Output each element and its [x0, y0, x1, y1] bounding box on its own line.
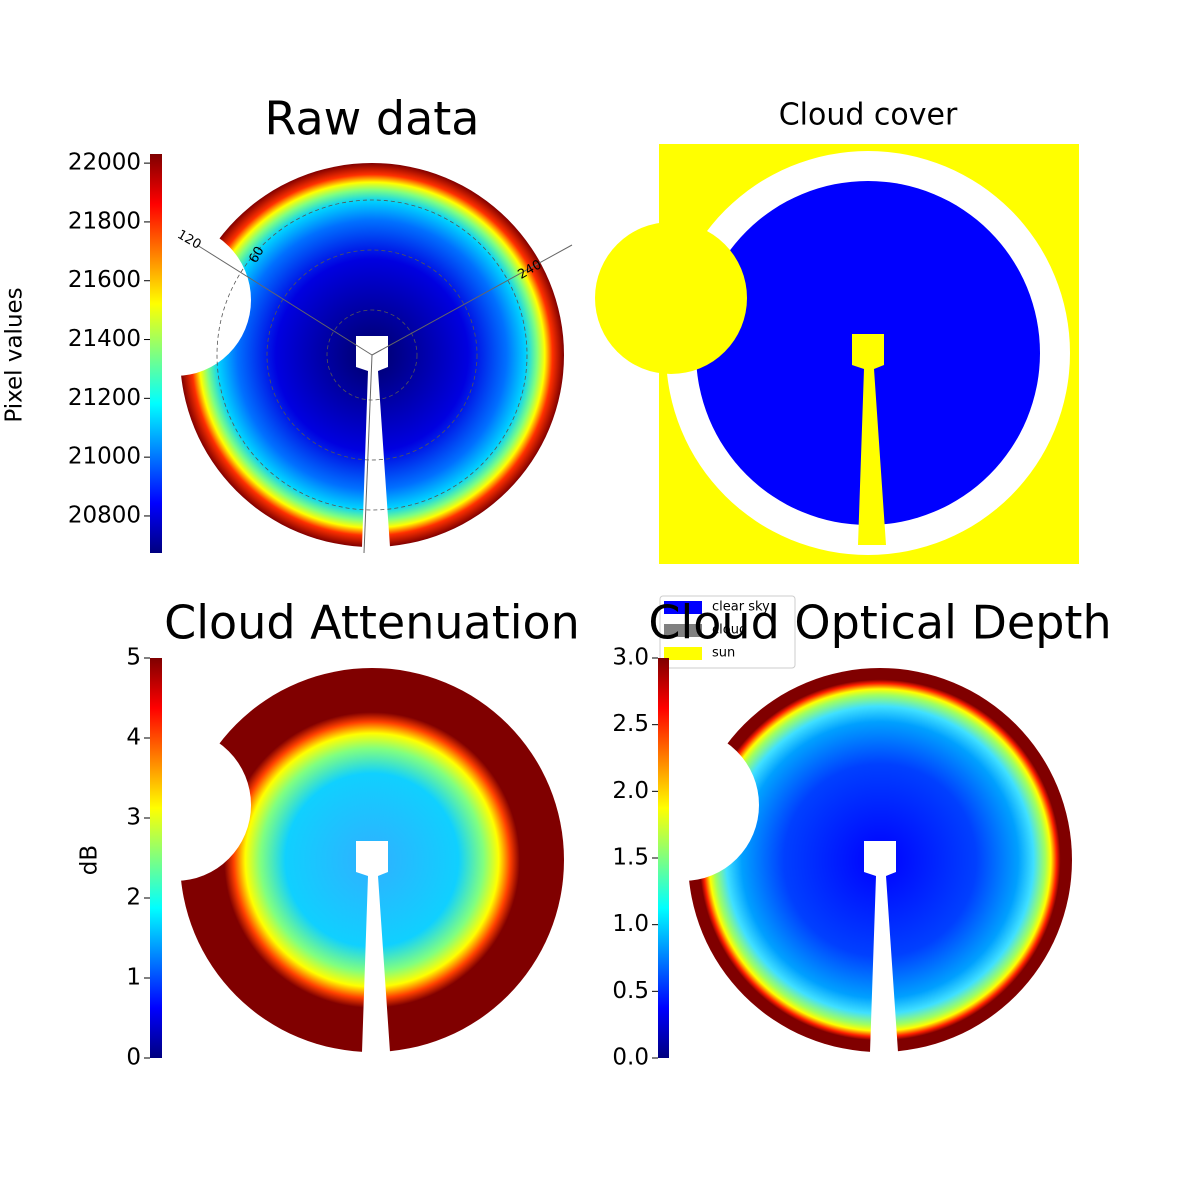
- legend-swatch: [664, 624, 702, 637]
- colorbar-tick-label: 21200: [68, 385, 141, 411]
- panel-title: Cloud Optical Depth: [648, 596, 1111, 650]
- colorbar-label: dB: [77, 845, 103, 875]
- sun-notch: [595, 222, 747, 374]
- colorbar-tick-label: 22000: [68, 150, 141, 176]
- image-mask: [99, 729, 251, 881]
- polar-grid: [326, 309, 418, 401]
- colorbar-tick-label: 4: [126, 725, 141, 751]
- panel-title: Cloud Attenuation: [164, 596, 580, 650]
- colorbar-tick-label: 3.0: [612, 645, 649, 671]
- colorbar-tick-label: 20800: [68, 502, 141, 528]
- legend-swatch: [664, 601, 702, 614]
- colorbar: [150, 658, 162, 1058]
- image-mask: [864, 841, 898, 1052]
- legend-label: sun: [712, 646, 735, 661]
- image-mask: [99, 224, 251, 376]
- colorbar-tick-label: 1.0: [612, 911, 649, 937]
- colorbar-tick-label: 3: [126, 805, 141, 831]
- colorbar-tick-label: 1: [126, 965, 141, 991]
- colorbar-tick-label: 21400: [68, 326, 141, 352]
- legend-label: cloud: [712, 623, 747, 638]
- colorbar: [150, 154, 162, 553]
- legend-swatch: [664, 647, 702, 660]
- colorbar-label: Pixel values: [2, 287, 28, 422]
- colorbar-tick-label: 1.5: [612, 845, 649, 871]
- image-mask: [607, 729, 759, 881]
- polar-grid: [196, 244, 373, 356]
- polar-grid: [216, 199, 528, 511]
- polar-grid: [266, 249, 478, 461]
- colorbar-tick-label: 2.5: [612, 711, 649, 737]
- legend-label: clear sky: [712, 600, 770, 615]
- colorbar: [658, 658, 669, 1058]
- colorbar-tick-label: 21000: [68, 444, 141, 470]
- colorbar-tick-label: 0.0: [612, 1045, 649, 1071]
- image-mask: [356, 841, 390, 1052]
- sun-mast: [852, 334, 886, 545]
- polar-grid: [363, 354, 373, 554]
- polar-grid: [371, 244, 573, 356]
- image-mask: [356, 336, 390, 547]
- polar-label: 60: [246, 244, 267, 266]
- colorbar-tick-label: 0.5: [612, 978, 649, 1004]
- colorbar-tick-label: 5: [126, 645, 141, 671]
- panel-title: Cloud cover: [779, 98, 958, 133]
- colorbar-tick-label: 21600: [68, 267, 141, 293]
- panel-title: Raw data: [265, 92, 480, 146]
- colorbar-tick-label: 0: [126, 1045, 141, 1071]
- colorbar-tick-label: 2.0: [612, 778, 649, 804]
- colorbar-tick-label: 2: [126, 885, 141, 911]
- colorbar-tick-label: 21800: [68, 208, 141, 234]
